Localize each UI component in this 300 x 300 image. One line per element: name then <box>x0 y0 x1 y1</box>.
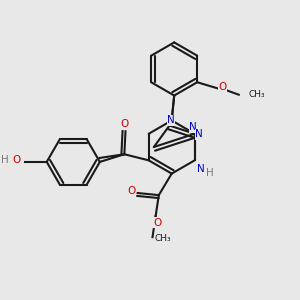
Text: CH₃: CH₃ <box>154 234 171 243</box>
Text: O: O <box>153 218 161 228</box>
Text: N: N <box>197 164 205 174</box>
Text: CH₃: CH₃ <box>248 90 265 99</box>
Text: H: H <box>206 168 213 178</box>
Text: O: O <box>13 155 21 165</box>
Text: N: N <box>167 115 175 125</box>
Text: O: O <box>219 82 227 92</box>
Text: N: N <box>189 122 197 132</box>
Text: O: O <box>127 186 135 196</box>
Text: N: N <box>195 129 203 140</box>
Text: O: O <box>120 119 128 130</box>
Text: H: H <box>1 155 9 165</box>
